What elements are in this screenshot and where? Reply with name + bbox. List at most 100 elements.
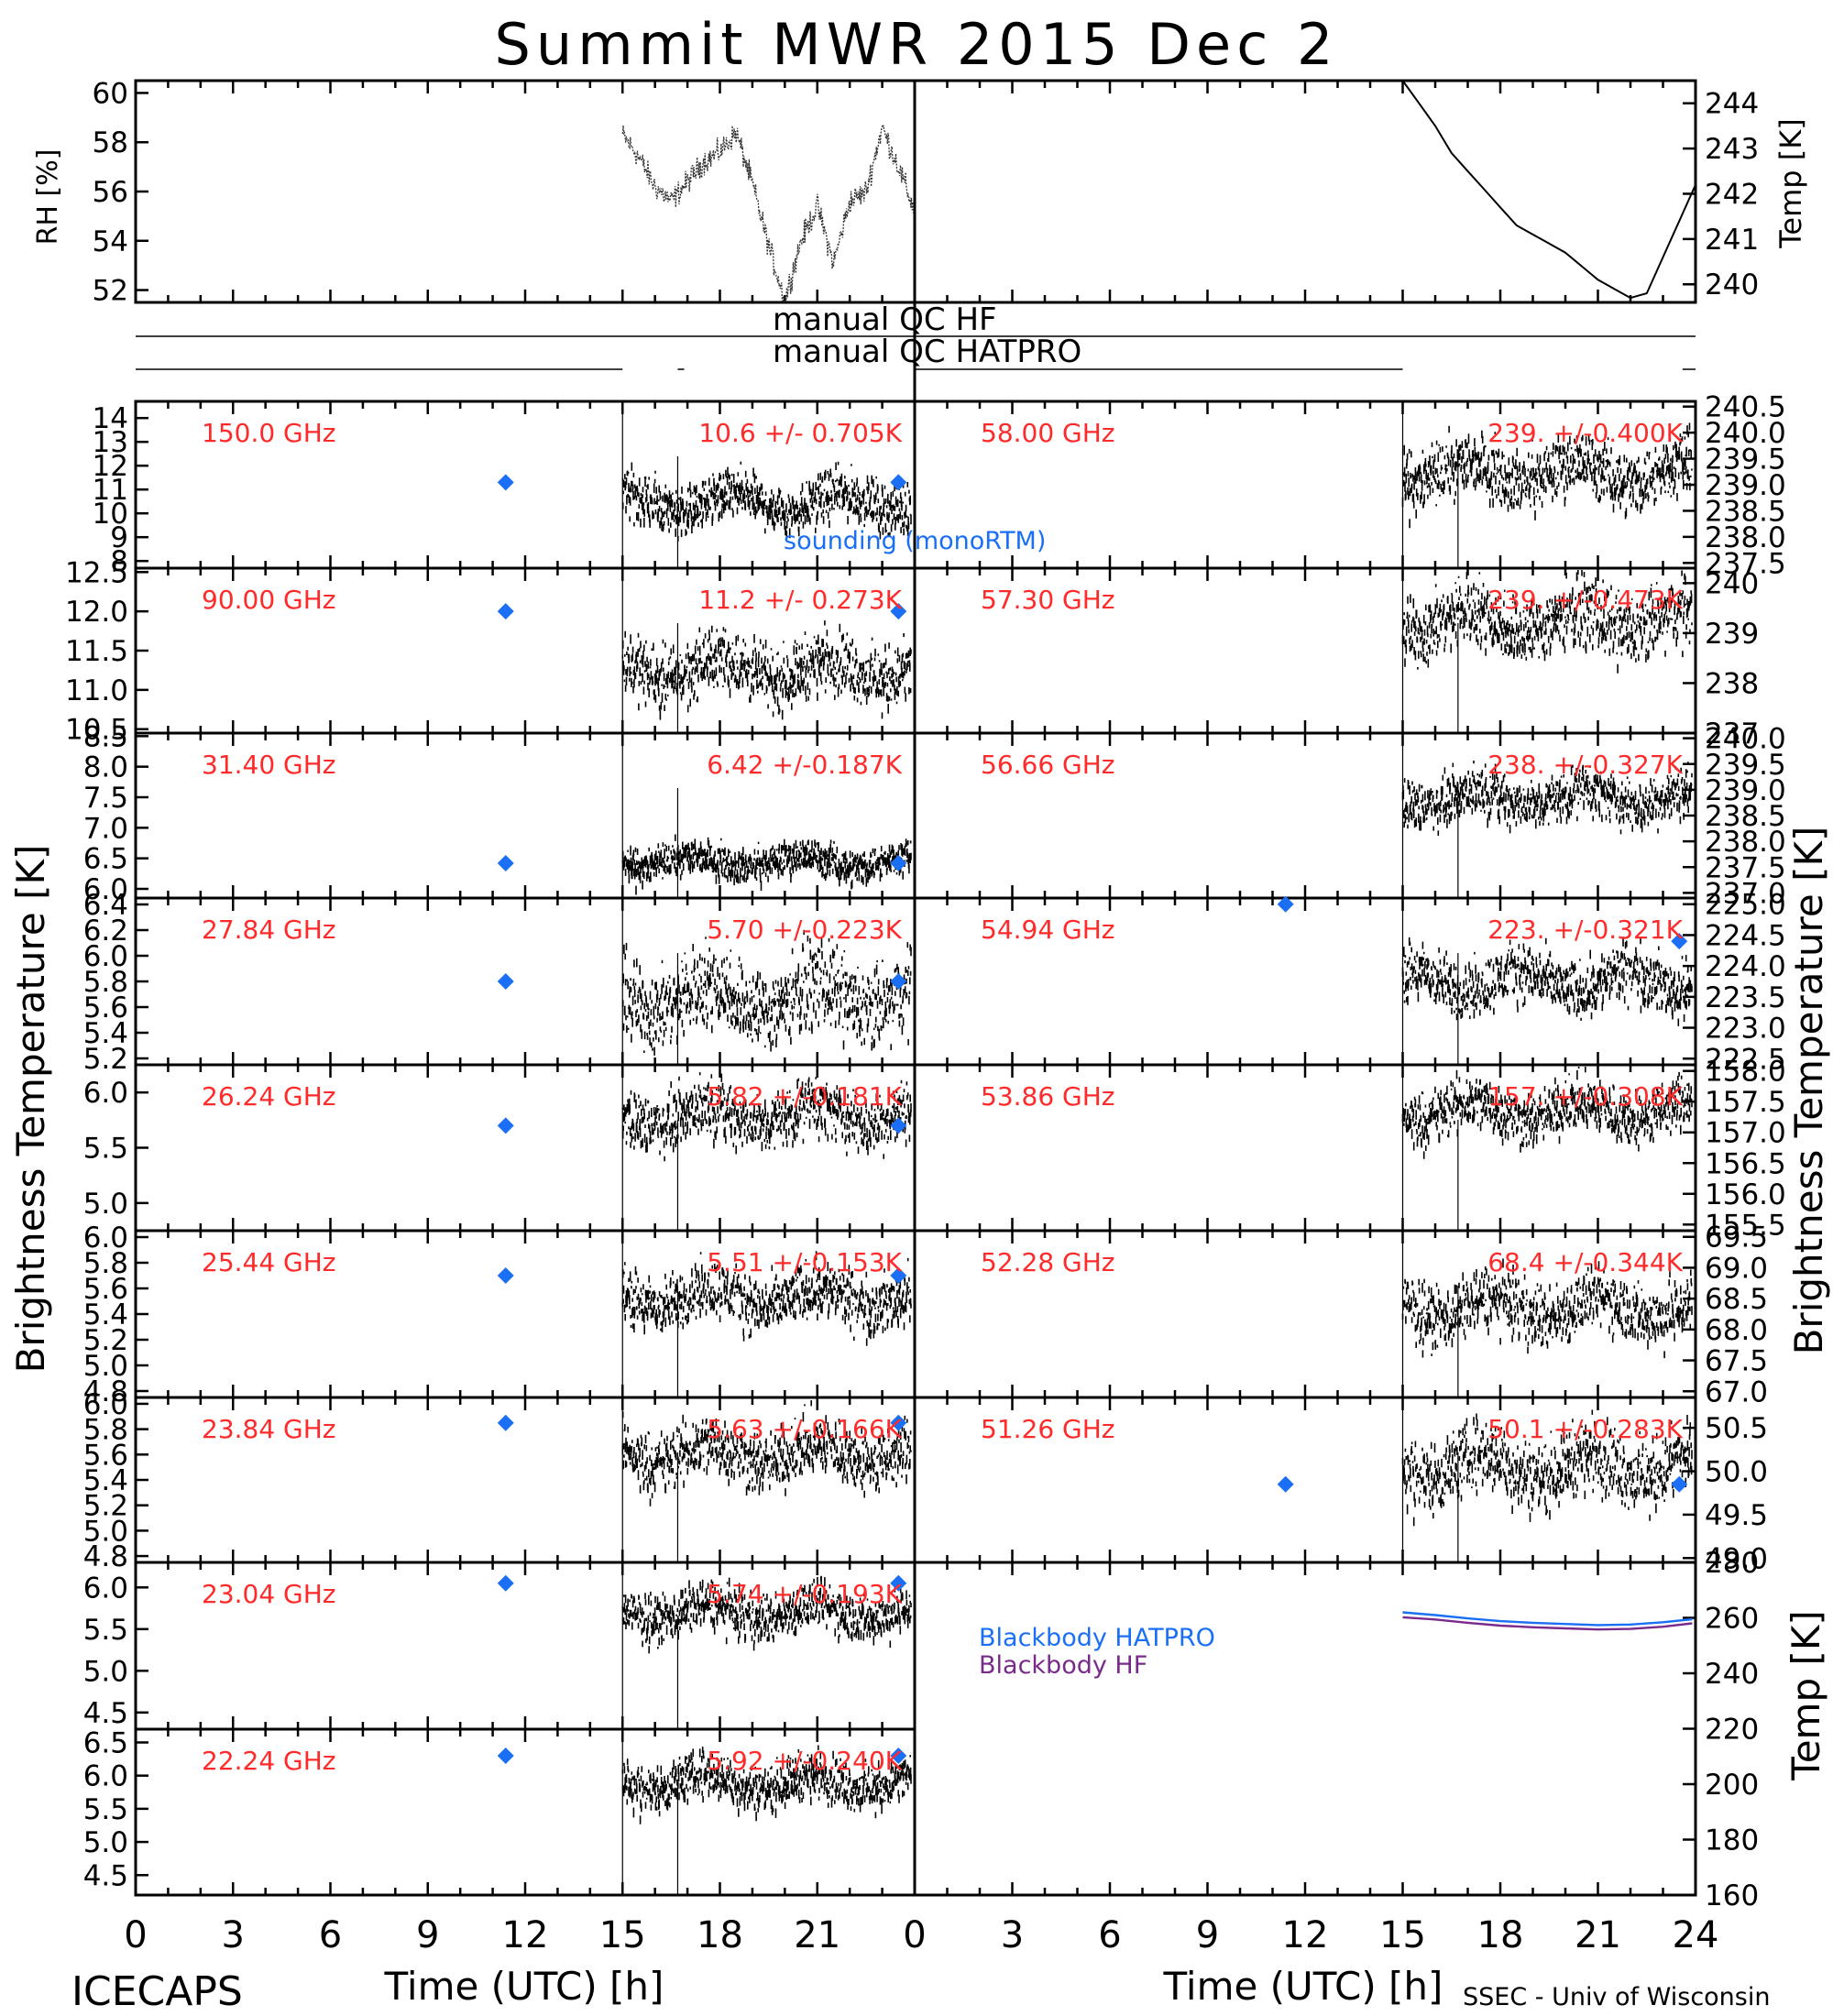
tb-right-0-freq-label: 58.00 GHz [981,418,1115,448]
tb-left-4-stat-label: 5.82 +/-0.181K [707,1081,902,1112]
tb-left-0-ytick-label: 13 [93,426,128,459]
tb-left-3-sounding-point [890,973,907,990]
footer-left: ICECAPS [71,1968,243,2015]
tb-left-1-stat-label: 11.2 +/- 0.273K [698,585,902,615]
tb-left-7-ytick-label: 5.0 [83,1655,128,1688]
temp-axis-label: Temp [K] [1773,118,1808,248]
blackbody-panel-ytick-label: 280 [1705,1547,1759,1580]
tb-right-2-freq-label: 56.66 GHz [981,750,1115,780]
tb-left-8-stat-label: 5.92 +/-0.240K [707,1746,902,1776]
blackbody-panel-ytick-label: 260 [1705,1603,1759,1636]
tb-left-2-ytick-label: 6.0 [83,873,128,906]
tb-left-5-freq-label: 25.44 GHz [202,1247,336,1277]
tb-left-4-freq-label: 26.24 GHz [202,1081,336,1112]
qc-hatpro-label: manual QC HATPRO [773,334,1081,370]
x-label-right: Time (UTC) [h] [1163,1964,1443,2009]
tb-right-axis-label: Brightness Temperature [K] [1786,827,1831,1355]
bb-temp-axis-label: Temp [K] [1784,1610,1828,1781]
tb-left-3-ytick-label: 6.0 [83,940,128,973]
tb-left-1-ytick-label: 11.5 [65,635,128,668]
tb-right-4-ytick-label: 156.0 [1705,1178,1786,1211]
x-tick-label: 21 [1575,1914,1621,1956]
tb-right-0-ytick-label: 238.5 [1705,495,1786,528]
tb-right-2-ytick-label: 237.5 [1705,851,1786,884]
tb-right-6-ytick-label: 49.0 [1705,1542,1768,1575]
bb-hf-series [1402,1616,1693,1631]
tb-left-6-ytick-label: 4.8 [83,1540,128,1573]
tb-left-5-ytick-label: 4.8 [83,1375,128,1408]
tb-left-3-freq-label: 27.84 GHz [202,915,336,945]
tb-left-0-freq-label: 150.0 GHz [202,418,336,448]
tb-left-1-sounding-point [890,603,907,620]
x-tick-label: 0 [124,1914,147,1956]
tb-left-5-ytick-label: 5.2 [83,1324,128,1357]
tb-right-0-ytick-label: 239.0 [1705,469,1786,502]
tb-right-3-ytick-label: 223.0 [1705,1013,1786,1046]
tb-right-1-ytick-label: 239 [1705,618,1759,651]
tb-right-5-ytick-label: 69.0 [1705,1252,1768,1285]
tb-left-5-ytick-label: 6.0 [83,1222,128,1255]
tb-right-3-ytick-label: 223.5 [1705,981,1786,1014]
tb-right-1-ytick-label: 237 [1705,718,1759,751]
tb-left-1-freq-label: 90.00 GHz [202,585,336,615]
tb-left-0-sounding-point [890,474,907,491]
tb-right-6-sounding-point [1277,1475,1294,1493]
rh-series [621,125,915,303]
tb-left-5-ytick-label: 5.6 [83,1273,128,1306]
x-label-left: Time (UTC) [h] [384,1964,664,2009]
rh-axis-label: RH [%] [32,149,64,246]
tb-left-5-ytick-label: 5.0 [83,1350,128,1383]
tb-left-2-ytick-label: 7.0 [83,812,128,845]
tb-left-0-sounding-point [497,474,514,491]
tb-left-3-ytick-label: 5.8 [83,966,128,999]
tb-left-0-ytick-label: 8 [110,545,128,578]
tb-right-2-ytick-label: 238.5 [1705,800,1786,833]
sounding-legend: sounding (monoRTM) [784,527,1046,555]
tb-right-0-ytick-label: 237.5 [1705,547,1786,580]
rh-panel-ytick-label: 60 [93,77,128,110]
tb-right-6-ytick-label: 50.5 [1705,1412,1768,1445]
tb-right-4-ytick-label: 155.5 [1705,1209,1786,1242]
tb-left-5-ytick-label: 5.8 [83,1247,128,1280]
bb-hf-legend: Blackbody HF [979,1651,1147,1680]
tb-right-4-stat-label: 157. +/-0.308K [1487,1081,1683,1112]
tb-left-4-ytick-label: 5.5 [83,1133,128,1166]
tb-left-0-ytick-label: 14 [93,402,128,435]
tb-right-0-stat-label: 239. +/-0.400K [1487,418,1683,448]
tb-right-2-ytick-label: 240.0 [1705,723,1786,756]
blackbody-panel-ytick-label: 220 [1705,1714,1759,1747]
x-tick-label: 18 [697,1914,743,1956]
tb-left-6-sounding-point [497,1414,514,1431]
tb-right-5-ytick-label: 68.0 [1705,1314,1768,1347]
tb-right-6-ytick-label: 49.5 [1705,1499,1768,1532]
tb-left-6-sounding-point [890,1414,907,1431]
tb-right-2-ytick-label: 239.5 [1705,749,1786,782]
tb-left-7-sounding-point [890,1574,907,1592]
tb-left-7-ytick-label: 6.0 [83,1572,128,1605]
tb-right-5-freq-label: 52.28 GHz [981,1247,1115,1277]
tb-left-1-ytick-label: 12.0 [65,596,128,629]
tb-left-3-ytick-label: 5.4 [83,1017,128,1050]
x-tick-label: 9 [1196,1914,1219,1956]
tb-right-3-ytick-label: 225.0 [1705,889,1786,922]
tb-left-8-ytick-label: 6.0 [83,1760,128,1793]
x-tick-label: 15 [1379,1914,1426,1956]
tb-left-7-freq-label: 23.04 GHz [202,1579,336,1609]
tb-right-5-ytick-label: 69.5 [1705,1222,1768,1255]
tb-left-6-ytick-label: 6.0 [83,1388,128,1421]
tb-right-0-ytick-label: 240.5 [1705,391,1786,424]
tb-left-2-sounding-point [497,855,514,871]
tb-right-6-sounding-point [1671,1475,1688,1493]
tb-left-0-ytick-label: 10 [93,498,128,531]
tb-left-8-freq-label: 22.24 GHz [202,1746,336,1776]
tb-right-2-ytick-label: 239.0 [1705,774,1786,807]
tb-right-5-ytick-label: 67.0 [1705,1375,1768,1408]
tb-right-0-ytick-label: 238.0 [1705,521,1786,554]
rh-panel-ytick-label: 58 [93,126,128,159]
tb-left-8-ytick-label: 5.5 [83,1793,128,1826]
temp-panel-ytick-label: 241 [1705,224,1759,257]
tb-left-0-ytick-label: 9 [110,521,128,554]
x-tick-label: 15 [599,1914,646,1956]
tb-left-8-ytick-label: 6.5 [83,1726,128,1759]
